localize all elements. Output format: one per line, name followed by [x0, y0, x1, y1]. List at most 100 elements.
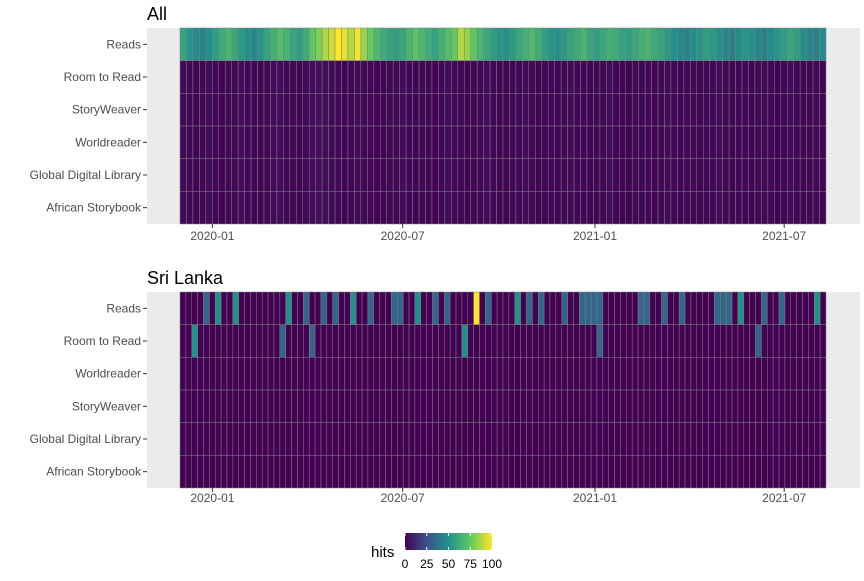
- heatmap-cell: [715, 125, 723, 159]
- heatmap-cell: [449, 389, 457, 423]
- heatmap-cell: [793, 158, 801, 192]
- heatmap-cell: [584, 357, 592, 391]
- heatmap-cell: [463, 158, 471, 192]
- heatmap-cell: [554, 191, 562, 225]
- heatmap-cell: [808, 357, 815, 391]
- heatmap-cell: [502, 125, 510, 159]
- heatmap-cell: [761, 422, 768, 456]
- heatmap-cell: [238, 389, 245, 423]
- heatmap-cell: [703, 158, 710, 192]
- heatmap-cell: [720, 291, 727, 325]
- heatmap-cell: [231, 158, 239, 192]
- heatmap-cell: [380, 125, 387, 159]
- heatmap-cell: [438, 191, 446, 225]
- heatmap-cell: [224, 191, 232, 225]
- heatmap-cell: [347, 125, 355, 159]
- heatmap-cell: [774, 93, 782, 127]
- heatmap-cell: [637, 455, 645, 489]
- heatmap-cell: [696, 422, 703, 456]
- heatmap-cell: [355, 291, 363, 325]
- heatmap-cell: [586, 125, 594, 159]
- heatmap-cell: [573, 93, 581, 127]
- heatmap-cell: [392, 27, 400, 61]
- heatmap-cell: [709, 60, 717, 94]
- heatmap-cell: [819, 291, 827, 325]
- heatmap-cell: [528, 125, 536, 159]
- heatmap-cell: [602, 455, 609, 489]
- heatmap-cell: [297, 357, 304, 391]
- heatmap-cell: [573, 324, 580, 358]
- heatmap-cell: [743, 455, 750, 489]
- heatmap-cell: [214, 422, 222, 456]
- heatmap-cell: [405, 93, 413, 127]
- heatmap-cell: [380, 27, 387, 61]
- heatmap-cell: [608, 389, 615, 423]
- heatmap-cell: [714, 389, 721, 423]
- heatmap-cell: [408, 389, 416, 423]
- heatmap-cell: [761, 191, 769, 225]
- heatmap-cell: [684, 455, 692, 489]
- heatmap-cell: [291, 291, 298, 325]
- heatmap-cell: [224, 158, 232, 192]
- heatmap-cell: [547, 191, 555, 225]
- heatmap-cell: [479, 357, 486, 391]
- heatmap-cell: [308, 357, 316, 391]
- heatmap-cell: [561, 455, 568, 489]
- heatmap-cell: [549, 357, 557, 391]
- heatmap-cell: [796, 389, 803, 423]
- heatmap-cell: [780, 191, 788, 225]
- heatmap-cell: [561, 389, 568, 423]
- heatmap-cell: [802, 357, 809, 391]
- heatmap-cell: [408, 291, 416, 325]
- heatmap-cell: [276, 93, 284, 127]
- heatmap-cell: [296, 60, 303, 94]
- heatmap-cell: [408, 357, 416, 391]
- heatmap-cell: [373, 357, 380, 391]
- heatmap-cell: [392, 93, 400, 127]
- heatmap-cell: [485, 389, 492, 423]
- heatmap-cell: [655, 389, 662, 423]
- heatmap-cell: [731, 357, 739, 391]
- heatmap-cell: [315, 158, 323, 192]
- heatmap-cell: [303, 291, 310, 325]
- heatmap-cell: [690, 422, 698, 456]
- heatmap-cell: [491, 291, 498, 325]
- heatmap-cell: [308, 27, 316, 61]
- heatmap-cell: [678, 389, 686, 423]
- heatmap-cell: [664, 158, 672, 192]
- heatmap-cell: [631, 93, 639, 127]
- heatmap-cell: [420, 422, 427, 456]
- heatmap-cell: [361, 389, 369, 423]
- heatmap-cell: [463, 27, 471, 61]
- heatmap-cell: [696, 291, 703, 325]
- heatmap-cell: [555, 357, 562, 391]
- heatmap-cell: [608, 357, 615, 391]
- heatmap-cell: [185, 455, 192, 489]
- heatmap-cell: [431, 93, 439, 127]
- heatmap-cell: [320, 455, 328, 489]
- heatmap-cell: [567, 324, 574, 358]
- heatmap-cell: [749, 324, 756, 358]
- heatmap-cell: [179, 291, 187, 325]
- heatmap-cell: [354, 27, 362, 61]
- heatmap-cell: [643, 422, 651, 456]
- heatmap-cell: [626, 389, 633, 423]
- heatmap-cell: [651, 93, 659, 127]
- heatmap-cell: [391, 324, 398, 358]
- heatmap-cell: [185, 324, 192, 358]
- heatmap-cell: [735, 158, 743, 192]
- heatmap-cell: [496, 191, 504, 225]
- heatmap-cell: [631, 125, 639, 159]
- heatmap-cell: [555, 389, 562, 423]
- heatmap-cell: [334, 191, 342, 225]
- heatmap-cell: [796, 422, 803, 456]
- row-label: StoryWeaver: [72, 399, 141, 413]
- heatmap-cell: [684, 389, 692, 423]
- heatmap-cell: [657, 60, 665, 94]
- heatmap-cell: [308, 158, 316, 192]
- heatmap-cell: [379, 324, 386, 358]
- heatmap-cell: [631, 422, 639, 456]
- heatmap-cell: [761, 389, 768, 423]
- heatmap-cell: [709, 158, 717, 192]
- heatmap-cell: [819, 158, 827, 192]
